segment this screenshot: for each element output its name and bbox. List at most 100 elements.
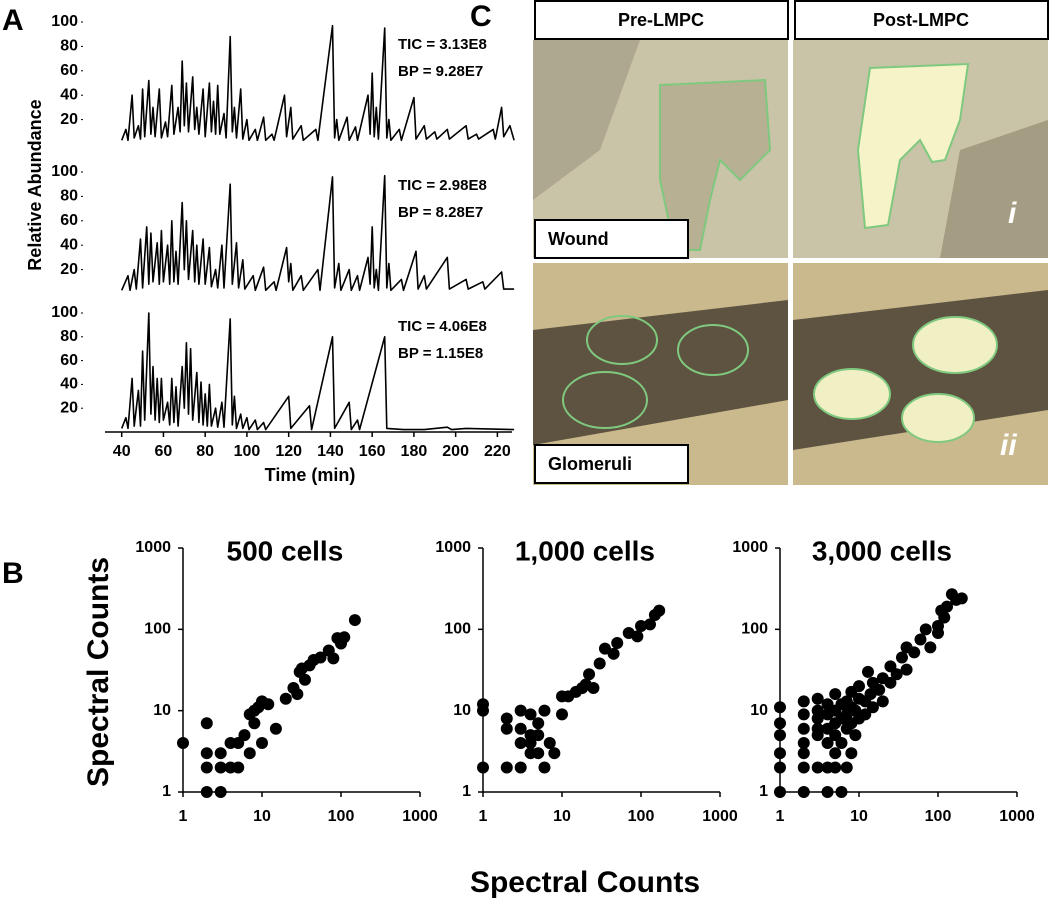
x-tick-label: 10 — [553, 808, 571, 825]
point — [653, 604, 666, 617]
point — [849, 729, 862, 742]
point — [538, 761, 551, 774]
point — [797, 747, 810, 760]
chromatogram — [120, 24, 515, 142]
outline — [562, 371, 648, 429]
point — [859, 708, 872, 721]
point — [774, 729, 786, 742]
x-tick-label: 1000 — [999, 808, 1035, 825]
point — [924, 641, 937, 654]
cut-region — [912, 316, 998, 374]
point — [835, 786, 848, 798]
y-tick-label: 1 — [162, 783, 171, 800]
chromatogram — [120, 174, 515, 292]
column-header-box — [794, 0, 1049, 40]
point — [500, 722, 513, 735]
point — [900, 663, 913, 676]
point — [200, 747, 213, 760]
point — [862, 665, 875, 678]
point — [829, 761, 842, 774]
y-tick-label: 80 — [60, 328, 78, 345]
point — [811, 692, 824, 705]
x-tick-label: 180 — [401, 443, 428, 460]
y-tick-label: 40 — [60, 236, 78, 253]
x-tick-label: 1 — [776, 808, 785, 825]
point — [919, 623, 932, 636]
point — [774, 701, 786, 714]
x-tick-label: 1000 — [702, 808, 738, 825]
x-tick-label: 1 — [479, 808, 488, 825]
point — [538, 704, 551, 717]
point — [774, 747, 786, 760]
point — [873, 683, 886, 696]
point — [532, 747, 545, 760]
point — [177, 737, 189, 750]
point — [348, 614, 361, 627]
outline — [586, 315, 658, 365]
point — [214, 761, 227, 774]
annotation: BP = 8.28E7 — [398, 204, 483, 221]
x-tick-label: 120 — [275, 443, 302, 460]
x-tick-label: 10 — [253, 808, 271, 825]
column-header: Post-LMPC — [873, 10, 969, 30]
cut-region — [813, 368, 891, 420]
point — [908, 646, 921, 659]
x-tick-label: 10 — [850, 808, 868, 825]
point — [327, 652, 340, 665]
point — [935, 604, 948, 617]
y-tick-label: 20 — [60, 111, 78, 128]
x-tick-label: 100 — [328, 808, 355, 825]
annotation: BP = 9.28E7 — [398, 63, 483, 80]
point — [598, 642, 611, 655]
point — [214, 747, 227, 760]
point — [774, 786, 786, 798]
y-tick-label: 40 — [60, 86, 78, 103]
x-tick-label: 160 — [359, 443, 386, 460]
chart-title: 3,000 cells — [812, 535, 952, 566]
x-axis-title: Time (min) — [265, 465, 356, 485]
cut-region — [856, 62, 970, 230]
y-tick-label: 1 — [462, 783, 471, 800]
row-label-box — [534, 219, 689, 259]
x-tick-label: 60 — [155, 443, 173, 460]
point — [532, 717, 545, 730]
point — [866, 701, 879, 714]
point — [543, 737, 556, 750]
y-tick-label: 1000 — [435, 539, 471, 556]
point — [269, 722, 282, 735]
y-tick-label: 1 — [759, 783, 768, 800]
y-tick-label: 80 — [60, 188, 78, 205]
point — [895, 651, 908, 664]
point — [477, 698, 489, 711]
micrographs — [533, 0, 1049, 485]
annotation: TIC = 2.98E8 — [398, 177, 487, 194]
point — [611, 636, 624, 649]
point — [853, 680, 865, 693]
y-tick-label: 100 — [51, 163, 78, 180]
y-axis-title: Relative Abundance — [25, 99, 45, 270]
point — [514, 737, 527, 750]
point — [811, 722, 824, 735]
texture — [940, 120, 1048, 258]
point — [932, 627, 944, 640]
x-tick-label: 220 — [484, 443, 511, 460]
panel-label: C — [470, 0, 492, 33]
column-header: Pre-LMPC — [618, 10, 704, 30]
x-axis-title: Spectral Counts — [470, 866, 700, 899]
point — [232, 761, 245, 774]
chart-title: 1,000 cells — [515, 535, 655, 566]
point — [835, 737, 848, 750]
point — [556, 708, 568, 721]
point — [583, 668, 596, 681]
x-tick-label: 40 — [113, 443, 131, 460]
point — [279, 692, 292, 705]
x-tick-label: 1 — [179, 808, 188, 825]
point — [243, 747, 256, 760]
row-label: Wound — [548, 229, 609, 249]
y-tick-label: 20 — [60, 399, 78, 416]
y-tick-label: 40 — [60, 376, 78, 393]
point — [314, 651, 327, 664]
point — [256, 737, 268, 750]
chart-title: 500 cells — [227, 535, 344, 566]
